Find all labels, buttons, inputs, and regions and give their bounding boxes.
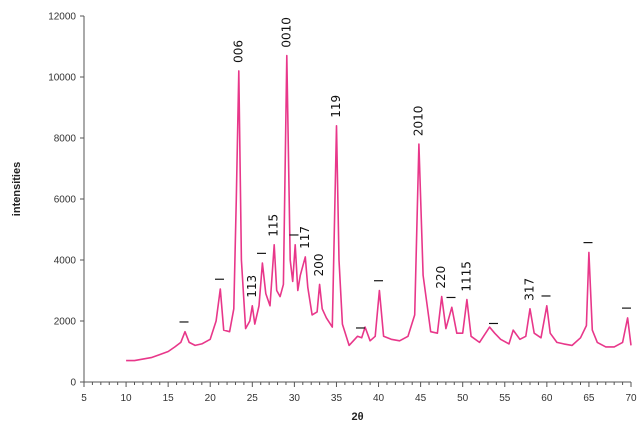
- x-tick-label: 10: [121, 393, 133, 404]
- x-tick-label: 20: [205, 393, 217, 404]
- y-tick-label: 6000: [54, 195, 77, 206]
- peak-label: 0010: [279, 17, 293, 48]
- x-tick-label: 5: [81, 393, 87, 404]
- x-tick-label: 60: [541, 393, 553, 404]
- x-tick-label: 40: [373, 393, 385, 404]
- x-axis-title: 2θ: [351, 411, 363, 423]
- peak-labels: II006113I1150010I117200119II2010220I1115…: [178, 17, 635, 330]
- y-tick-label: 4000: [54, 256, 77, 267]
- peak-label: 006: [231, 40, 245, 63]
- peak-label: 200: [312, 253, 326, 276]
- peak-label: I: [288, 233, 302, 237]
- x-tick-label: 30: [289, 393, 301, 404]
- peak-label: 220: [434, 266, 448, 289]
- x-tick-label: 55: [499, 393, 511, 404]
- peak-label: 117: [298, 226, 312, 249]
- peak-label: I: [372, 279, 386, 283]
- peak-label: I: [178, 320, 192, 324]
- peak-label: 113: [245, 275, 259, 298]
- peak-label: I: [213, 277, 227, 281]
- peak-label: I: [354, 326, 368, 330]
- peak-label: I: [444, 296, 458, 300]
- y-tick-label: 8000: [54, 134, 77, 145]
- peak-label: I: [581, 241, 595, 245]
- x-tick-label: 35: [331, 393, 343, 404]
- peak-label: I: [255, 252, 269, 256]
- x-tick-label: 45: [415, 393, 427, 404]
- y-tick-label: 10000: [48, 73, 76, 84]
- x-tick-label: 15: [163, 393, 175, 404]
- y-tick-label: 0: [70, 378, 76, 389]
- peak-label: 317: [523, 278, 537, 301]
- x-tick-label: 65: [583, 393, 595, 404]
- y-tick-label: 12000: [48, 12, 76, 23]
- y-tick-label: 2000: [54, 317, 77, 328]
- y-axis-title: intensities: [11, 162, 23, 216]
- peak-label: 115: [267, 214, 281, 237]
- peak-label: 2010: [411, 106, 425, 137]
- peak-label: 1115: [459, 261, 473, 292]
- peak-label: 119: [329, 95, 343, 118]
- x-axis-ticks: 5 10 15 20 25 30 35 40 45 50 55 60 65 70: [81, 382, 637, 404]
- peak-label: I: [620, 306, 634, 310]
- peak-label: I: [487, 322, 501, 326]
- peak-label: I: [539, 294, 553, 298]
- x-tick-label: 50: [457, 393, 469, 404]
- x-tick-label: 70: [625, 393, 637, 404]
- series-line: [126, 54, 632, 362]
- y-axis-ticks: 0 2000 4000 6000 8000 10000 12000: [48, 12, 84, 389]
- x-tick-label: 25: [247, 393, 259, 404]
